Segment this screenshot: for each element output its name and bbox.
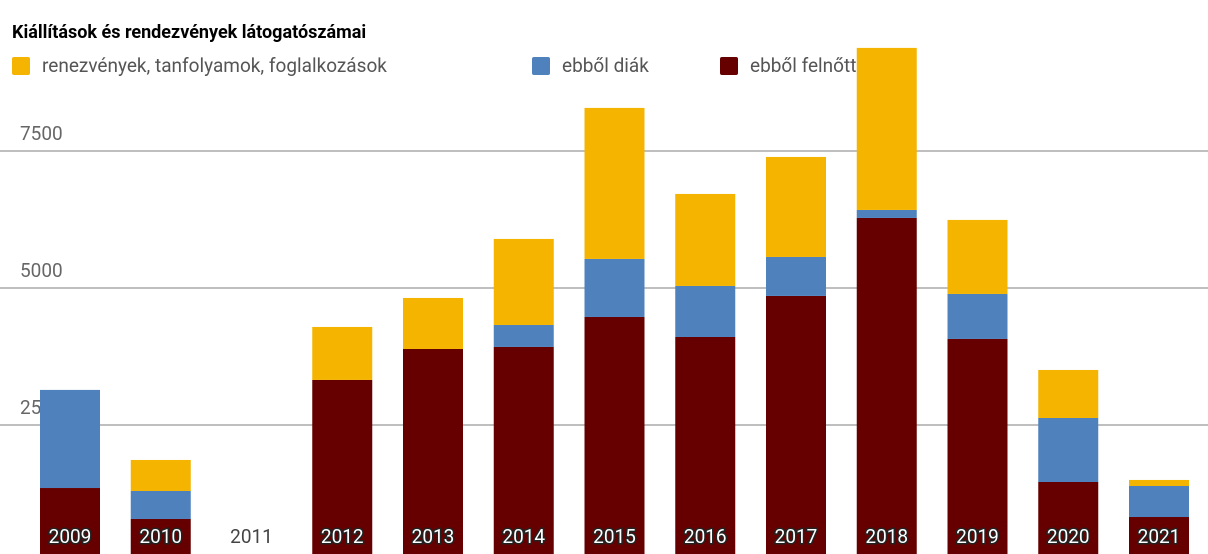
legend-label: ebből felnőtt	[750, 54, 856, 77]
x-tick-label: 2017	[775, 525, 818, 548]
legend-label: ebből diák	[562, 54, 649, 77]
x-tick-label: 2010	[139, 525, 182, 548]
bar-segment	[493, 346, 554, 554]
bar-segment	[584, 258, 645, 317]
legend-swatch	[720, 57, 738, 75]
x-tick-label: 2011	[230, 525, 273, 548]
bar-segment	[766, 256, 826, 296]
bar-segment	[493, 324, 554, 347]
bar-segment	[947, 293, 1008, 339]
legend-swatch	[532, 57, 550, 75]
bar-segment	[130, 518, 191, 554]
bar-segment	[856, 217, 917, 554]
legend-swatch	[12, 57, 30, 75]
bar-segment	[312, 379, 373, 554]
bar-segment	[403, 297, 463, 349]
chart-title: Kiállítások és rendezvények látogatószám…	[12, 22, 366, 43]
bar-segment	[675, 193, 736, 286]
bar-segment	[675, 285, 736, 337]
bar-segment	[584, 316, 645, 554]
x-tick-label: 2016	[684, 525, 727, 548]
x-tick-label: 2018	[865, 525, 908, 548]
bar-segment	[675, 336, 736, 554]
bar-segment	[1129, 479, 1189, 486]
x-tick-label: 2014	[502, 525, 545, 548]
bar-segment	[493, 238, 554, 325]
bar-segment	[1129, 485, 1189, 518]
bar-segment	[947, 338, 1008, 554]
bar-segment	[130, 490, 191, 519]
y-tick-label: 7500	[20, 122, 63, 145]
bar-segment	[1038, 369, 1099, 418]
bar-segment	[947, 219, 1008, 294]
bar-segment	[856, 209, 917, 218]
bar-segment	[1038, 417, 1099, 482]
bar-segment	[130, 459, 191, 491]
bar-segment	[856, 47, 917, 210]
bar-segment	[1038, 481, 1099, 554]
bar-segment	[40, 488, 100, 554]
bar-segment	[312, 326, 373, 380]
x-tick-label: 2012	[321, 525, 364, 548]
x-tick-label: 2015	[593, 525, 636, 548]
x-tick-label: 2019	[956, 525, 999, 548]
bar-segment	[40, 389, 100, 489]
x-tick-label: 2020	[1047, 525, 1090, 548]
bar-segment	[766, 295, 826, 554]
x-tick-label: 2013	[412, 525, 455, 548]
bar-segment	[403, 348, 463, 554]
x-tick-label: 2021	[1138, 525, 1181, 548]
bar-segment	[1129, 517, 1189, 554]
bar-segment	[584, 107, 645, 259]
y-tick-label: 5000	[20, 259, 63, 282]
x-tick-label: 2009	[49, 525, 92, 548]
legend-label: renezvények, tanfolyamok, foglalkozások	[42, 54, 387, 77]
bar-segment	[766, 156, 826, 257]
